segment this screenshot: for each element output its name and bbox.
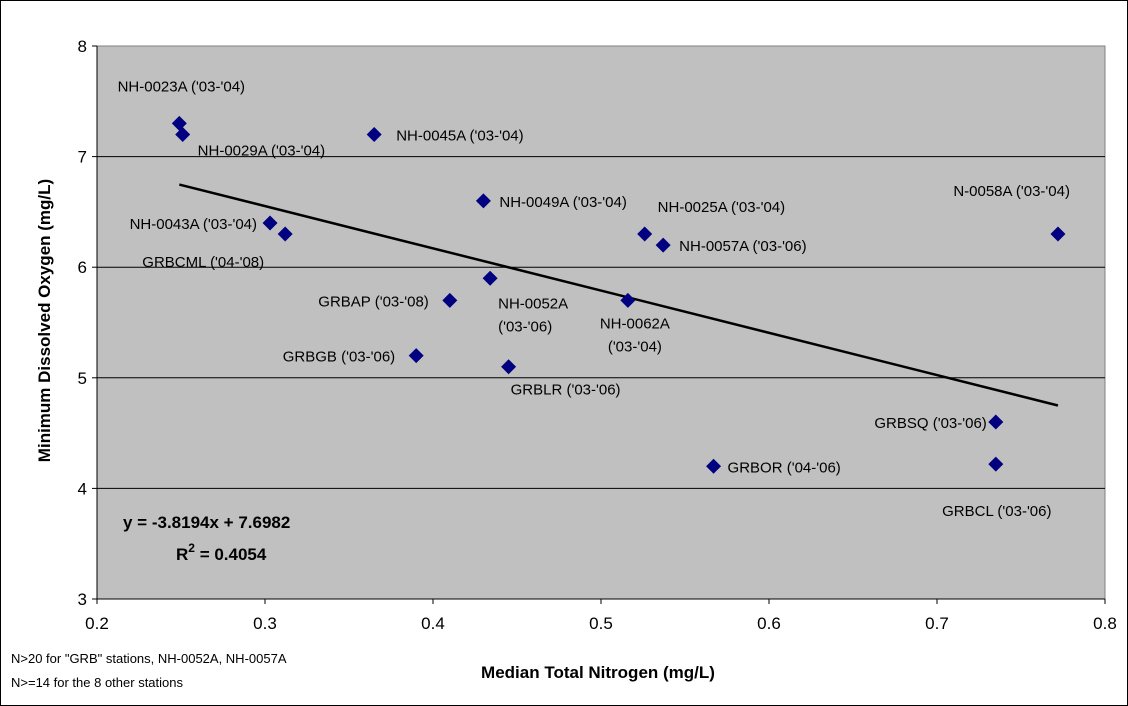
point-label: GRBCL ('03-'06) xyxy=(942,503,1051,520)
point-label: GRBGB ('03-'06) xyxy=(283,349,395,366)
point-label: NH-0052A ('03-'06) xyxy=(498,295,568,335)
point-label: GRBSQ ('03-'06) xyxy=(874,415,986,432)
data-point xyxy=(171,115,187,131)
point-label: N-0058A ('03-'04) xyxy=(953,183,1070,200)
y-tick-label: 6 xyxy=(78,258,87,277)
x-tick-label: 0.5 xyxy=(589,614,613,633)
point-label: NH-0029A ('03-'04) xyxy=(198,142,325,159)
plot-area xyxy=(96,45,1106,600)
point-label: NH-0057A ('03-'06) xyxy=(679,238,806,255)
data-point xyxy=(637,226,653,242)
point-label: NH-0062A ('03-'04) xyxy=(600,315,670,355)
point-label: NH-0045A ('03-'04) xyxy=(396,127,523,144)
data-point xyxy=(620,292,636,308)
x-tick-label: 0.6 xyxy=(757,614,781,633)
data-point xyxy=(475,193,491,209)
point-label: NH-0049A ('03-'04) xyxy=(499,194,626,211)
y-tick-label: 4 xyxy=(78,479,87,498)
data-point xyxy=(175,126,191,142)
data-point xyxy=(277,226,293,242)
data-point xyxy=(655,237,671,253)
point-label: GRBCML ('04-'08) xyxy=(142,254,264,271)
sample-size-note: N>=14 for the 8 other stations xyxy=(11,675,183,690)
x-axis-title: Median Total Nitrogen (mg/L) xyxy=(481,663,715,682)
data-point xyxy=(1050,226,1066,242)
point-label: NH-0043A ('03-'04) xyxy=(130,216,257,233)
data-point xyxy=(262,215,278,231)
data-point xyxy=(501,359,517,375)
sample-size-note: N>20 for "GRB" stations, NH-0052A, NH-00… xyxy=(11,651,287,666)
y-tick-label: 7 xyxy=(78,148,87,167)
data-point xyxy=(408,348,424,364)
point-label: NH-0023A ('03-'04) xyxy=(118,78,245,95)
trendline-equation: y = -3.8194x + 7.6982 xyxy=(123,513,290,532)
data-point xyxy=(988,456,1004,472)
x-tick-label: 0.7 xyxy=(925,614,949,633)
r-squared-label: R2 = 0.4054 xyxy=(176,541,267,564)
x-tick-label: 0.2 xyxy=(85,614,109,633)
x-tick-label: 0.4 xyxy=(421,614,445,633)
y-axis-title: Minimum Dissolved Oxygen (mg/L) xyxy=(35,179,54,462)
point-label: GRBOR ('04-'06) xyxy=(728,459,841,476)
point-label: GRBAP ('03-'08) xyxy=(318,293,429,310)
y-tick-label: 3 xyxy=(78,590,87,609)
data-point xyxy=(988,414,1004,430)
data-point xyxy=(442,292,458,308)
point-label: NH-0025A ('03-'04) xyxy=(658,199,785,216)
data-point xyxy=(366,126,382,142)
y-tick-label: 8 xyxy=(78,37,87,56)
y-tick-label: 5 xyxy=(78,369,87,388)
data-point xyxy=(706,458,722,474)
x-tick-label: 0.8 xyxy=(1093,614,1117,633)
point-label: GRBLR ('03-'06) xyxy=(511,382,621,399)
trendline xyxy=(179,183,1059,407)
x-tick-label: 0.3 xyxy=(253,614,277,633)
data-point xyxy=(482,270,498,286)
